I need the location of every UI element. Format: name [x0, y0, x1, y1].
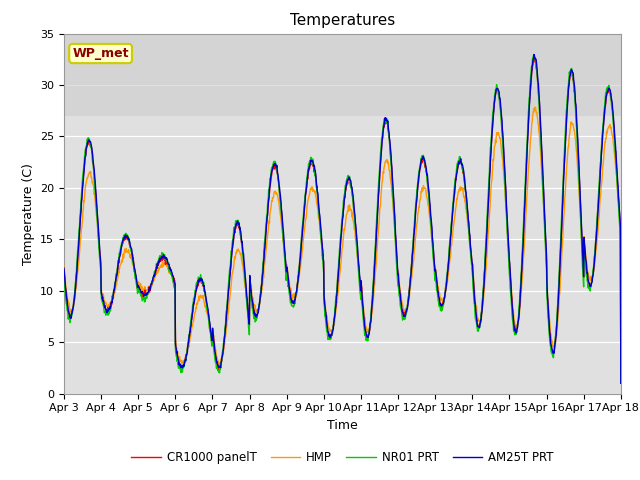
NR01 PRT	[617, 381, 625, 386]
Line: CR1000 panelT: CR1000 panelT	[64, 58, 621, 384]
HMP	[502, 197, 509, 203]
AM25T PRT	[617, 381, 625, 386]
HMP	[531, 104, 539, 110]
Line: NR01 PRT: NR01 PRT	[64, 54, 621, 384]
HMP	[170, 276, 178, 281]
CR1000 panelT	[246, 281, 254, 287]
CR1000 panelT	[551, 338, 559, 344]
CR1000 panelT	[60, 267, 68, 273]
CR1000 panelT	[170, 283, 178, 289]
CR1000 panelT	[531, 55, 538, 60]
Text: WP_met: WP_met	[72, 47, 129, 60]
NR01 PRT	[184, 342, 191, 348]
AM25T PRT	[60, 265, 68, 271]
AM25T PRT	[246, 277, 254, 283]
CR1000 panelT	[184, 343, 191, 349]
AM25T PRT	[531, 52, 538, 58]
HMP	[246, 275, 254, 280]
Line: HMP: HMP	[64, 107, 621, 384]
AM25T PRT	[170, 279, 178, 285]
X-axis label: Time: Time	[327, 419, 358, 432]
Bar	[64, 34, 621, 116]
NR01 PRT	[429, 250, 436, 255]
AM25T PRT	[551, 341, 559, 347]
Line: AM25T PRT: AM25T PRT	[64, 55, 621, 384]
NR01 PRT	[551, 339, 559, 345]
NR01 PRT	[60, 278, 68, 284]
AM25T PRT	[184, 343, 191, 348]
HMP	[617, 381, 625, 386]
HMP	[551, 339, 559, 345]
NR01 PRT	[246, 288, 254, 294]
CR1000 panelT	[617, 381, 625, 386]
AM25T PRT	[502, 180, 509, 186]
HMP	[60, 264, 68, 269]
Title: Temperatures: Temperatures	[290, 13, 395, 28]
CR1000 panelT	[502, 184, 509, 190]
NR01 PRT	[530, 51, 538, 57]
NR01 PRT	[502, 195, 509, 201]
NR01 PRT	[170, 285, 178, 291]
Legend: CR1000 panelT, HMP, NR01 PRT, AM25T PRT: CR1000 panelT, HMP, NR01 PRT, AM25T PRT	[127, 446, 558, 469]
Y-axis label: Temperature (C): Temperature (C)	[22, 163, 35, 264]
CR1000 panelT	[429, 240, 436, 245]
HMP	[429, 245, 436, 251]
HMP	[184, 344, 191, 350]
AM25T PRT	[429, 238, 436, 243]
